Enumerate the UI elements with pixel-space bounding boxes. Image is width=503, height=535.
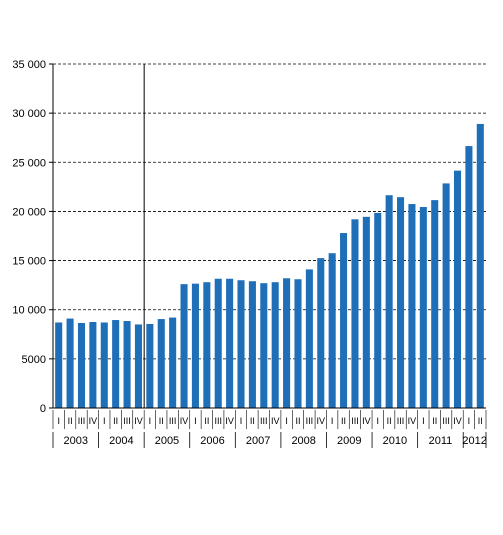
quarter-label: III	[123, 416, 131, 426]
quarter-label: IV	[89, 416, 98, 426]
bar	[123, 321, 131, 408]
bar	[442, 183, 450, 408]
year-label: 2003	[64, 435, 88, 447]
bar	[100, 322, 108, 408]
year-label: 2007	[246, 435, 270, 447]
bar	[112, 320, 120, 408]
bar	[465, 146, 473, 408]
bar	[271, 282, 279, 408]
quarter-label: III	[260, 416, 268, 426]
year-label: 2006	[200, 435, 224, 447]
quarter-label: III	[169, 416, 177, 426]
y-tick-label: 5000	[22, 354, 46, 366]
quarter-label: I	[149, 416, 152, 426]
quarter-label: I	[376, 416, 379, 426]
bar	[214, 278, 222, 408]
year-label: 2008	[291, 435, 315, 447]
bar	[294, 279, 302, 408]
quarter-label: I	[422, 416, 425, 426]
bar	[146, 323, 154, 408]
bar	[260, 283, 268, 408]
year-label: 2004	[109, 435, 133, 447]
quarter-label: I	[194, 416, 197, 426]
quarter-label: I	[240, 416, 243, 426]
bar	[77, 322, 86, 408]
bar	[351, 219, 359, 408]
bar	[362, 216, 370, 408]
bar	[317, 258, 325, 408]
bar	[89, 322, 97, 408]
quarter-label: IV	[180, 416, 189, 426]
quarter-label: I	[57, 416, 60, 426]
bar	[283, 278, 291, 408]
quarter-label: IV	[225, 416, 234, 426]
bar	[66, 318, 74, 408]
quarter-label: IV	[362, 416, 371, 426]
quarter-label: I	[103, 416, 106, 426]
quarter-label: II	[341, 416, 346, 426]
bar	[408, 204, 416, 408]
bar	[226, 278, 234, 408]
year-label: 2005	[155, 435, 179, 447]
quarter-label: II	[478, 416, 483, 426]
bar	[453, 170, 462, 408]
quarter-label: II	[295, 416, 300, 426]
quarter-label: III	[78, 416, 86, 426]
year-label: 2011	[429, 435, 453, 447]
bar	[328, 253, 336, 408]
bar	[191, 283, 199, 408]
y-tick-label: 20 000	[12, 206, 46, 218]
bar	[248, 281, 256, 408]
bar	[374, 212, 382, 408]
bar	[397, 197, 405, 408]
year-label: 2012	[462, 435, 486, 447]
bar	[385, 195, 393, 408]
bar	[237, 280, 245, 408]
quarter-label: II	[113, 416, 118, 426]
quarter-label: II	[204, 416, 209, 426]
bar	[340, 233, 348, 408]
bar	[476, 123, 484, 408]
year-label: 2010	[383, 435, 407, 447]
quarter-label: II	[432, 416, 437, 426]
y-tick-label: 0	[40, 403, 46, 415]
quarter-label: II	[68, 416, 73, 426]
bar	[203, 282, 211, 408]
quarter-label: III	[306, 416, 314, 426]
bar	[55, 322, 63, 408]
quarter-label: I	[331, 416, 334, 426]
quarter-label: III	[214, 416, 222, 426]
y-tick-label: 35 000	[12, 59, 46, 71]
bar	[157, 319, 165, 408]
quarter-label: I	[285, 416, 288, 426]
quarter-label: IV	[134, 416, 143, 426]
bar	[305, 269, 313, 408]
bar	[134, 324, 142, 408]
bar	[169, 317, 177, 408]
y-tick-label: 15 000	[12, 256, 46, 268]
quarter-label: II	[387, 416, 392, 426]
y-tick-label: 30 000	[12, 108, 46, 120]
quarter-label: IV	[408, 416, 417, 426]
quarter-label: II	[250, 416, 255, 426]
bar	[419, 207, 427, 408]
y-tick-label: 25 000	[12, 157, 46, 169]
quarter-label: IV	[453, 416, 462, 426]
quarter-label: II	[159, 416, 164, 426]
quarter-label: I	[468, 416, 471, 426]
bar	[180, 284, 188, 408]
quarter-label: III	[351, 416, 359, 426]
quarter-label: IV	[271, 416, 280, 426]
year-label: 2009	[337, 435, 361, 447]
quarter-label: III	[397, 416, 405, 426]
quarter-label: III	[442, 416, 450, 426]
quarter-label: IV	[317, 416, 326, 426]
bar	[431, 200, 439, 408]
y-tick-label: 10 000	[12, 305, 46, 317]
